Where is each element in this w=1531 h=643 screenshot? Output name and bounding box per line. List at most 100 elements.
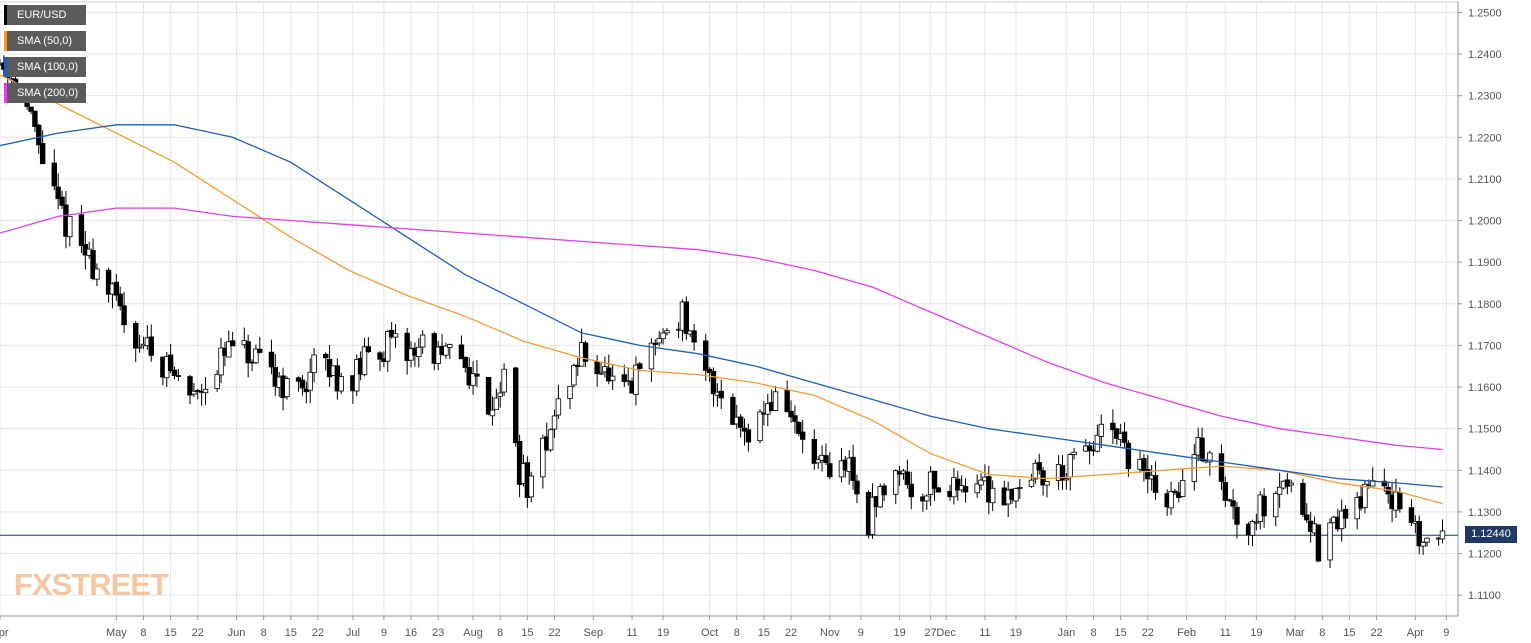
legend-item-sma-200[interactable]: SMA (200,0) [4, 83, 87, 103]
x-tick-label: 22 [312, 627, 324, 639]
y-tick-label: 1.1700 [1468, 340, 1502, 352]
x-tick-label: 22 [1142, 627, 1154, 639]
candle-body [462, 356, 469, 368]
candle-body [32, 110, 38, 127]
candle-body [877, 486, 883, 508]
candle-body [175, 375, 182, 377]
x-tick-label: 16 [405, 627, 417, 639]
y-tick-label: 1.1100 [1468, 590, 1501, 602]
candle-body [36, 124, 42, 146]
candle-body [547, 429, 554, 451]
candle-body [815, 459, 821, 464]
x-tick-label: 8 [734, 627, 740, 639]
x-tick-label: 27 [925, 627, 937, 639]
legend-item-sma-100[interactable]: SMA (100,0) [4, 57, 87, 77]
candle-body [133, 322, 139, 349]
candle-body [594, 361, 600, 375]
candle-body [691, 330, 697, 343]
y-tick-label: 1.1900 [1468, 257, 1502, 269]
legend-item-sma-50[interactable]: SMA (50,0) [4, 31, 87, 51]
y-tick-label: 1.1600 [1468, 382, 1502, 394]
candle-body [338, 376, 344, 392]
candle-body [606, 367, 612, 382]
candle-body [609, 375, 616, 381]
candle-body [1094, 434, 1101, 452]
candle-body [229, 340, 236, 347]
candle-body [598, 372, 604, 375]
candle-body [660, 332, 666, 340]
legend-label: EUR/USD [17, 9, 67, 21]
square-swatch-icon [4, 5, 7, 25]
candle-body [633, 364, 639, 395]
candle-body [1338, 510, 1345, 530]
candle-body [1032, 462, 1039, 480]
candle-body [226, 341, 232, 358]
x-tick-label: Feb [1177, 627, 1196, 639]
x-tick-label: 8 [1319, 627, 1325, 639]
candle-body [377, 352, 383, 360]
candle-body [656, 337, 662, 344]
x-tick-label: 23 [432, 627, 444, 639]
candle-body [1110, 422, 1116, 431]
candle-body [799, 431, 806, 440]
candle-body [683, 301, 690, 334]
legend-item-eurusd[interactable]: EUR/USD [4, 5, 87, 25]
candle-body [1036, 462, 1042, 471]
candle-body [1424, 537, 1430, 543]
candle-body [113, 281, 120, 296]
candle-body [881, 485, 887, 496]
candle-body [908, 483, 914, 498]
candle-body [1121, 431, 1128, 443]
candle-body [311, 354, 317, 374]
x-tick-label: 15 [1343, 627, 1355, 639]
x-tick-label: 8 [140, 627, 146, 639]
candle-body [1362, 483, 1368, 509]
candle-body [167, 354, 174, 372]
candle-body [419, 334, 426, 348]
sma-line [0, 207, 1443, 451]
candle-body [1249, 521, 1256, 536]
candle-body [485, 377, 492, 415]
candle-body [1067, 454, 1073, 478]
current-price-label: 1.12440 [1465, 526, 1517, 543]
candle-body [745, 429, 752, 443]
candle-body [307, 371, 313, 391]
candle-body [187, 376, 193, 396]
y-tick-label: 1.2200 [1468, 132, 1502, 144]
candle-body [784, 389, 790, 413]
x-tick-label: Sep [583, 627, 603, 639]
candle-body [257, 348, 263, 353]
x-tick-label: Apr [0, 627, 9, 639]
candle-body [1218, 453, 1225, 482]
candle-body [528, 475, 534, 498]
candle-body [869, 496, 876, 535]
candle-body [443, 345, 449, 356]
candle-body [516, 440, 523, 485]
x-tick-label: 9 [381, 627, 387, 639]
candle-body [1288, 482, 1294, 486]
candle-body [1086, 445, 1093, 452]
candle-body [435, 346, 441, 364]
candle-body [28, 106, 34, 112]
candle-body [730, 396, 736, 425]
candle-body [1315, 524, 1322, 562]
candle-body [571, 365, 577, 386]
x-tick-label: 22 [785, 627, 797, 639]
legend-label: SMA (200,0) [17, 87, 79, 99]
candle-body [1342, 508, 1349, 519]
candle-body [1199, 437, 1205, 461]
x-tick-label: Nov [820, 627, 840, 639]
x-tick-label: 8 [497, 627, 503, 639]
candle-body [1098, 423, 1104, 437]
candle-body [1168, 491, 1174, 509]
candle-body [710, 370, 717, 395]
candle-body [392, 333, 399, 338]
candle-body [540, 437, 546, 478]
x-tick-label: 19 [1010, 627, 1022, 639]
x-tick-label: 19 [1250, 627, 1262, 639]
candle-body [1044, 481, 1050, 486]
x-tick-label: 15 [164, 627, 176, 639]
candle-body [404, 332, 410, 361]
candle-body [827, 463, 833, 478]
